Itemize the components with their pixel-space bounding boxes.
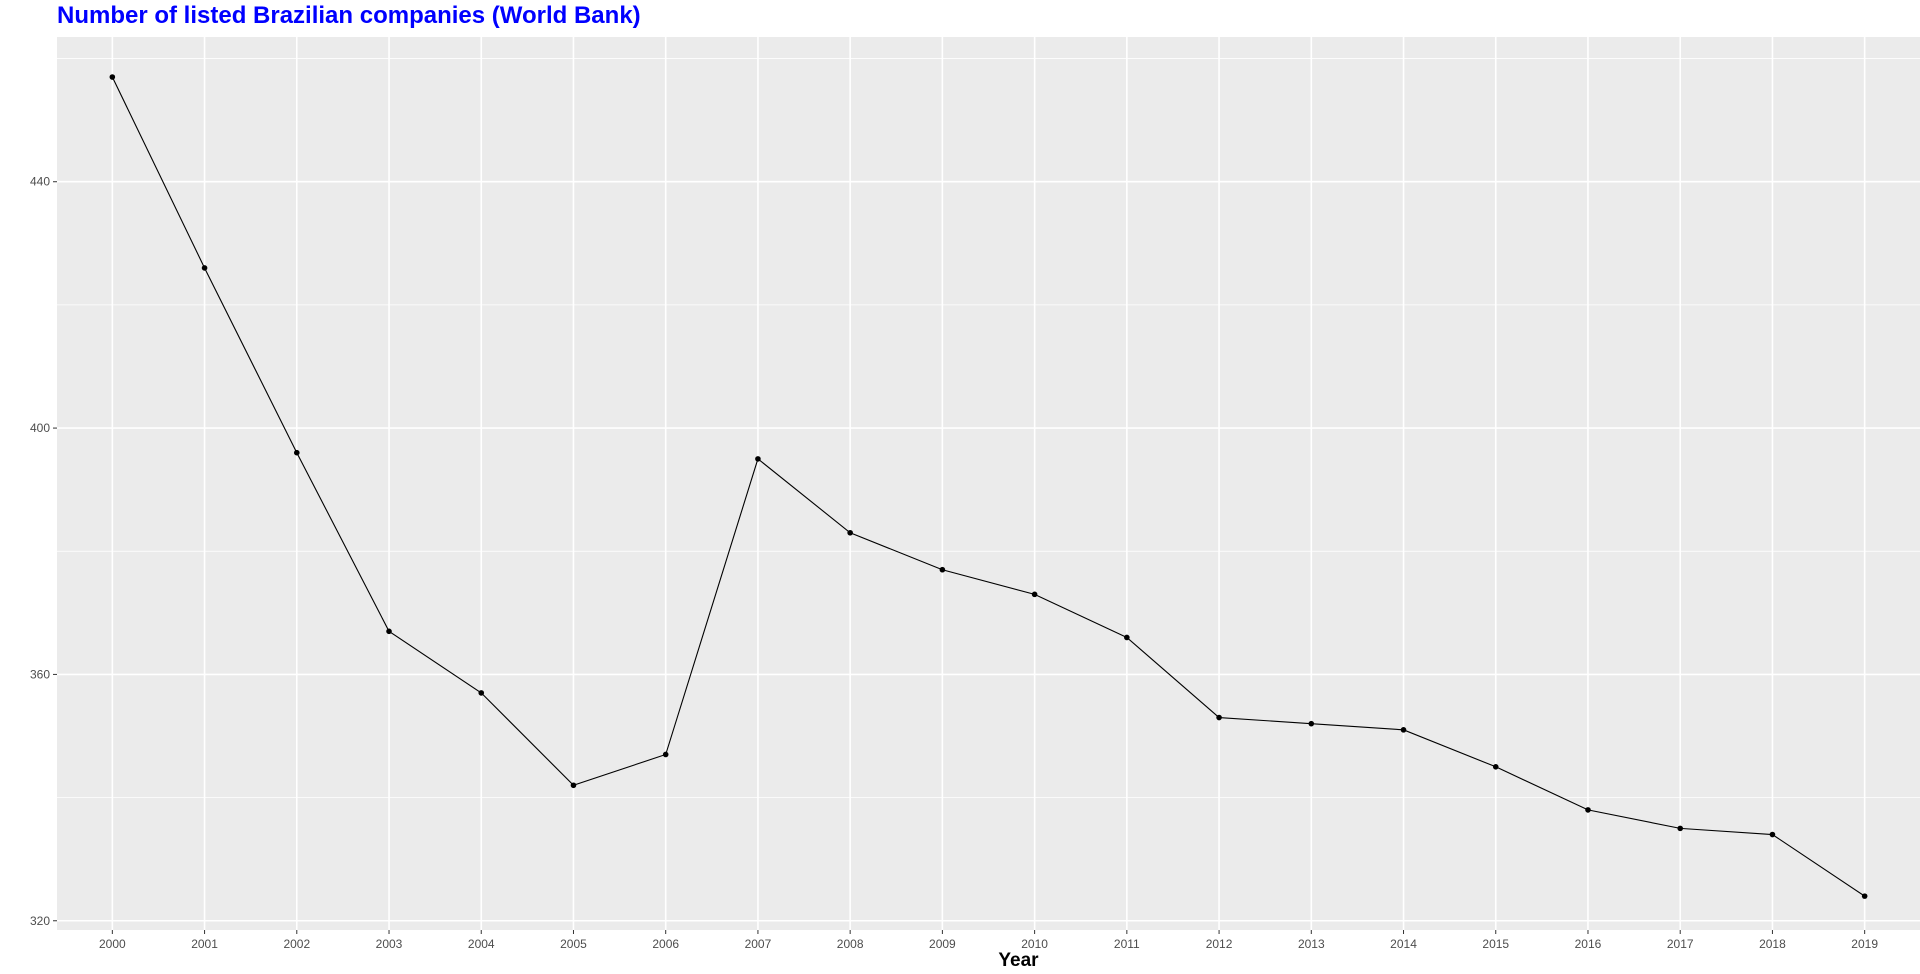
data-point xyxy=(1308,720,1315,727)
data-point xyxy=(1216,714,1222,721)
x-tick-label: 2008 xyxy=(837,937,864,951)
plot-panel xyxy=(57,37,1920,930)
series-line xyxy=(111,76,1865,897)
x-tick-label: 2011 xyxy=(1114,937,1140,951)
x-axis-title: Year xyxy=(998,950,1039,971)
x-tick-label: 2000 xyxy=(99,937,126,951)
y-tick-label: 400 xyxy=(30,421,50,435)
data-point xyxy=(1492,763,1499,770)
x-tick-label: 2003 xyxy=(376,937,403,951)
data-point xyxy=(1124,634,1130,641)
data-point xyxy=(109,74,116,80)
y-tick-label: 360 xyxy=(30,667,50,681)
x-tick-label: 2004 xyxy=(468,937,495,951)
data-point xyxy=(478,690,485,696)
x-tick-label: 2001 xyxy=(191,937,218,951)
grid-lines xyxy=(57,37,1920,930)
y-tick-label: 320 xyxy=(30,914,50,928)
data-point xyxy=(1677,825,1684,832)
x-tick-label: 2016 xyxy=(1575,937,1602,951)
x-tick-label: 2013 xyxy=(1298,937,1325,951)
data-point xyxy=(1861,893,1868,899)
data-point xyxy=(662,751,669,758)
x-tick-label: 2018 xyxy=(1759,937,1786,951)
x-tick-label: 2005 xyxy=(560,937,587,951)
data-point xyxy=(386,628,392,635)
x-tick-label: 2006 xyxy=(652,937,679,951)
x-tick-label: 2015 xyxy=(1482,937,1509,951)
x-tick-label: 2002 xyxy=(283,937,310,951)
x-tick-label: 2010 xyxy=(1021,937,1048,951)
x-tick-label: 2012 xyxy=(1206,937,1233,951)
x-tick-label: 2017 xyxy=(1667,937,1694,951)
x-tick-label: 2009 xyxy=(929,937,956,951)
data-point xyxy=(1769,831,1776,838)
y-tick-label: 440 xyxy=(30,175,50,189)
axes: 320 360 400 440 2000 2001 2002 2003 2004 2005 2006… xyxy=(30,175,1878,951)
data-point xyxy=(201,265,208,271)
series-layer xyxy=(109,74,1868,899)
x-tick-label: 2007 xyxy=(745,937,772,951)
chart-title: Number of listed Brazilian companies (Wo… xyxy=(57,2,641,29)
data-point xyxy=(939,566,946,573)
data-point xyxy=(755,456,761,462)
data-point xyxy=(1585,807,1591,813)
x-tick-label: 2019 xyxy=(1851,937,1878,951)
data-point xyxy=(1400,727,1407,733)
data-point xyxy=(293,449,300,456)
data-point xyxy=(847,529,853,536)
data-point xyxy=(1031,591,1038,598)
data-point xyxy=(570,782,577,789)
x-tick-label: 2014 xyxy=(1390,937,1417,951)
